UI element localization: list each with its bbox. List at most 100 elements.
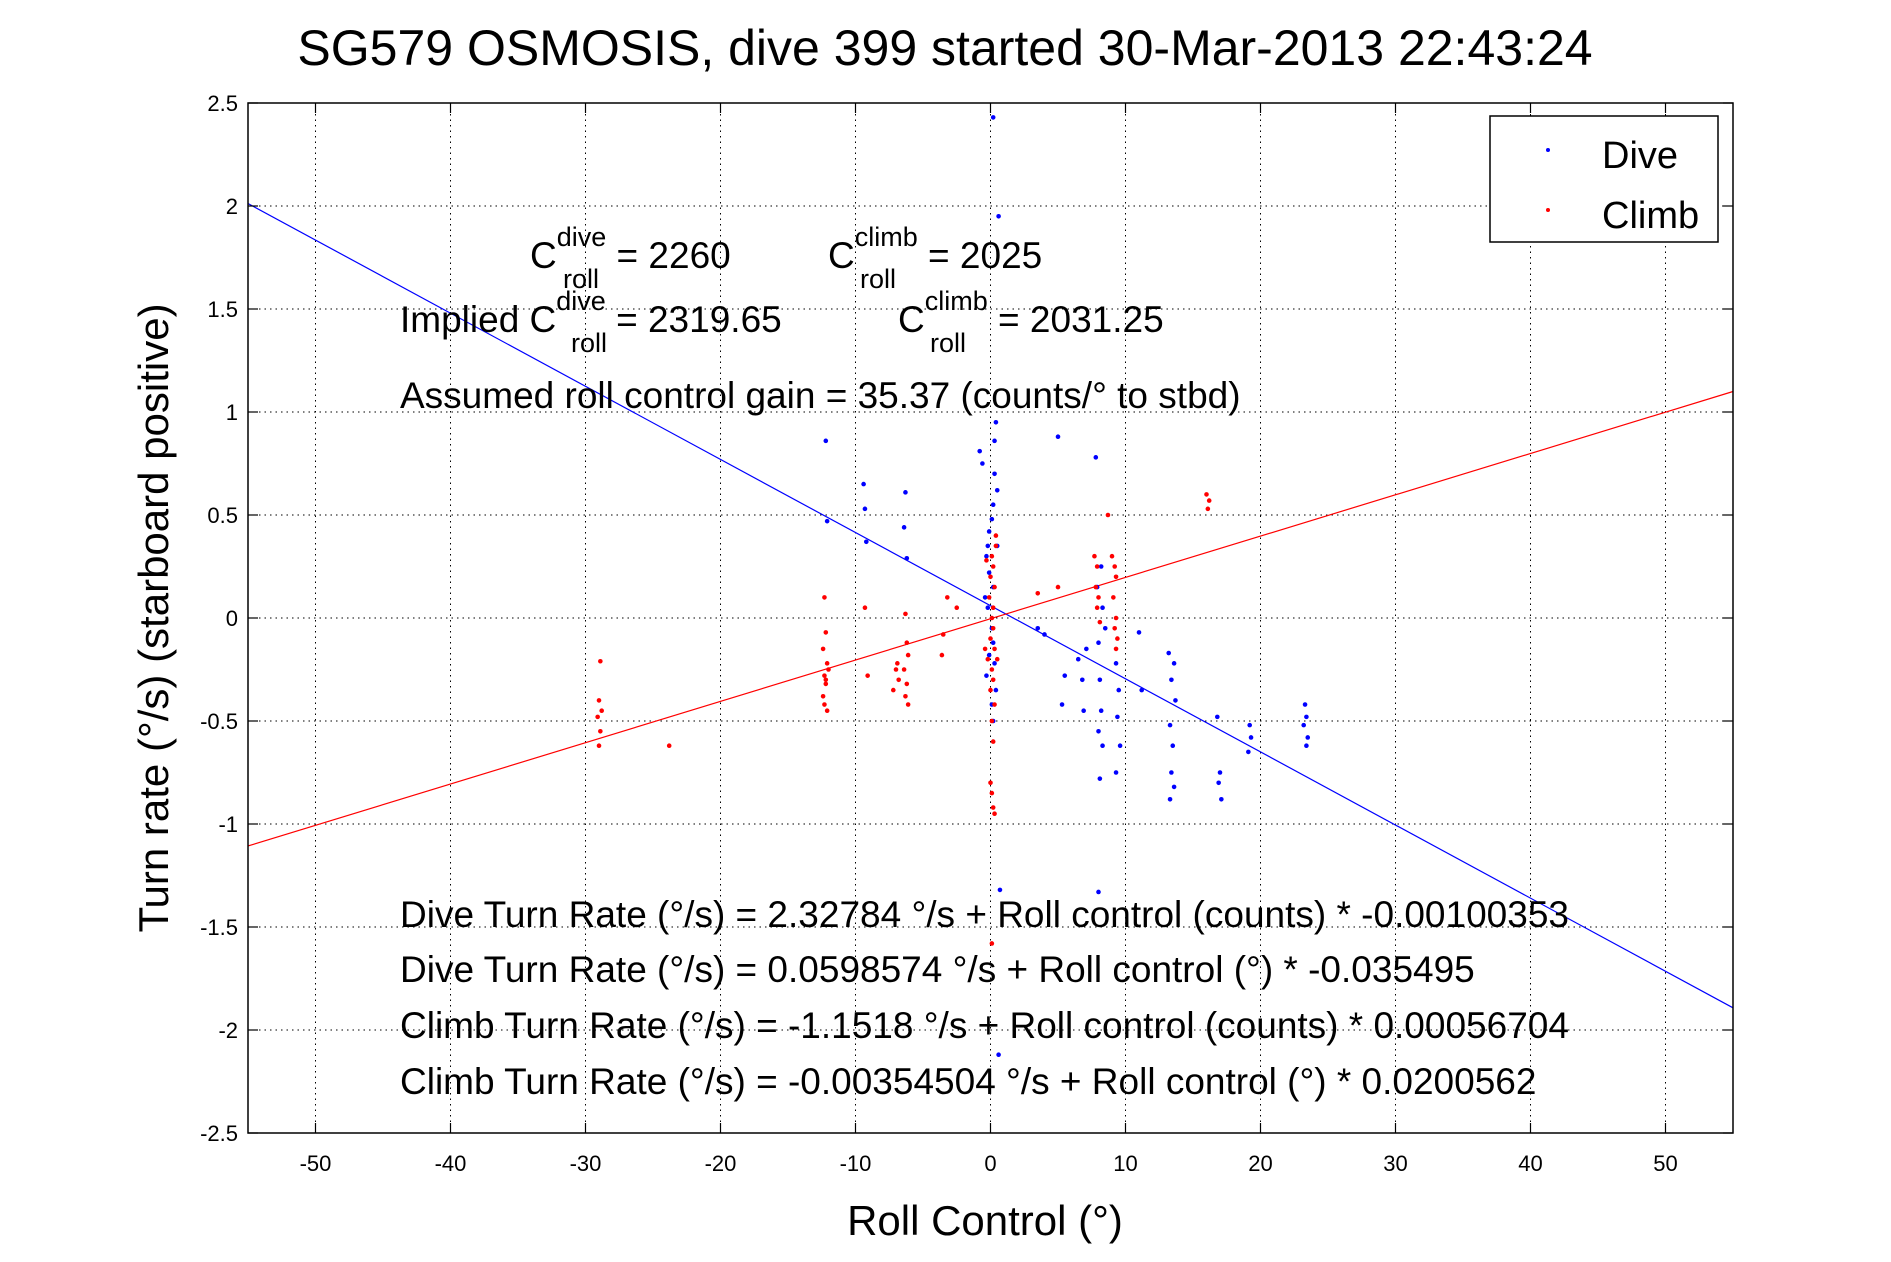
point-dive (1302, 702, 1308, 707)
point-dive (1248, 735, 1254, 740)
point-climb (824, 661, 830, 666)
point-dive (1059, 702, 1065, 707)
point-climb (989, 718, 995, 724)
point-climb (1055, 584, 1061, 590)
point-climb (982, 646, 988, 652)
point-climb (820, 646, 826, 652)
annotation-implied-climb: Cclimb = 2031.25 (898, 286, 1164, 340)
legend-label-climb: Climb (1602, 195, 1699, 237)
annotation-gain: Assumed roll control gain = 35.37 (count… (400, 375, 1241, 416)
x-tick-label: -30 (570, 1151, 602, 1176)
x-tick-label: -20 (705, 1151, 737, 1176)
point-dive (1217, 770, 1223, 775)
y-tick-label: -2 (218, 1018, 238, 1043)
point-climb (1115, 636, 1120, 641)
annotation-equation-2: Dive Turn Rate (°/s) = 0.0598574 °/s + R… (400, 949, 1475, 990)
point-climb (940, 632, 946, 637)
point-climb (990, 564, 996, 569)
point-climb (939, 652, 945, 658)
point-climb (903, 611, 908, 617)
point-dive (1055, 434, 1061, 440)
point-climb (905, 702, 911, 707)
point-dive (1305, 735, 1311, 740)
annotation-c-dive-sub: roll (563, 264, 599, 294)
point-climb (954, 605, 960, 610)
c-dive-value: = 2260 (606, 235, 730, 276)
annotation-equation-3: Climb Turn Rate (°/s) = -1.1518 °/s + Ro… (400, 1005, 1569, 1046)
point-climb (988, 636, 993, 641)
legend: Dive Climb (1489, 115, 1719, 243)
point-dive (993, 420, 999, 425)
annotation-implied-climb-sub: roll (930, 328, 966, 358)
x-tick-label: -10 (840, 1151, 872, 1176)
point-dive (1081, 708, 1086, 713)
y-tick-label: 1 (226, 400, 238, 425)
point-climb (823, 630, 829, 635)
point-dive (862, 506, 868, 512)
point-dive (1116, 687, 1122, 693)
point-dive (1096, 640, 1101, 646)
point-dive (1102, 626, 1108, 631)
point-climb (992, 702, 997, 707)
x-tick-label: 30 (1383, 1151, 1407, 1176)
point-dive (1075, 656, 1081, 662)
point-dive (864, 539, 869, 545)
point-climb (993, 543, 999, 549)
annotation-c-dive: Cdive = 2260 (530, 222, 731, 276)
point-climb (823, 677, 829, 683)
point-dive (1304, 743, 1309, 749)
annotations: Cdive = 2260 roll Cclimb = 2025 roll Imp… (400, 222, 1569, 1102)
point-dive (986, 652, 992, 658)
point-climb (986, 595, 992, 600)
point-climb (1092, 553, 1097, 559)
point-dive (985, 543, 991, 549)
point-dive (1097, 776, 1103, 781)
point-dive (1169, 770, 1174, 775)
point-dive (1171, 784, 1177, 790)
legend-label-dive: Dive (1602, 135, 1678, 177)
point-climb (598, 729, 603, 734)
x-tick-label: 20 (1248, 1151, 1272, 1176)
c-dive-prefix: C (530, 235, 557, 276)
point-climb (1113, 646, 1119, 652)
point-climb (824, 708, 830, 713)
chart-title: SG579 OSMOSIS, dive 399 started 30-Mar-2… (297, 20, 1592, 76)
point-climb (1111, 595, 1116, 600)
point-climb (1205, 506, 1211, 512)
x-tick-label: 10 (1113, 1151, 1137, 1176)
point-dive (1035, 626, 1041, 631)
point-dive (980, 461, 985, 466)
c-dive-sup: dive (557, 222, 607, 252)
point-dive (996, 1052, 1001, 1058)
legend-box (1489, 115, 1719, 243)
point-climb (988, 687, 993, 693)
point-dive (1098, 708, 1104, 713)
point-dive (1171, 661, 1177, 666)
point-dive (1219, 796, 1224, 802)
point-climb (989, 553, 995, 559)
point-climb (1096, 595, 1101, 600)
fit-line-dive (247, 202, 1734, 1009)
point-climb (989, 615, 995, 621)
annotation-equation-4: Climb Turn Rate (°/s) = -0.00354504 °/s … (400, 1061, 1536, 1102)
point-climb (599, 708, 604, 713)
point-dive (1100, 743, 1105, 749)
point-climb (1094, 564, 1100, 569)
point-dive (993, 687, 999, 693)
annotation-equation-1: Dive Turn Rate (°/s) = 2.32784 °/s + Rol… (400, 894, 1569, 935)
y-tick-label: -1 (218, 812, 238, 837)
point-dive (996, 214, 1001, 219)
x-tick-label: -50 (300, 1151, 332, 1176)
point-dive (1167, 722, 1173, 728)
point-dive (903, 490, 908, 495)
y-tick-label: 0 (226, 606, 238, 631)
point-dive (984, 553, 989, 559)
point-dive (1084, 646, 1089, 652)
axis-ticks: -50 -40 -30 -20 -10 0 10 20 30 40 50-2.5-2-1.5-1-0… (200, 91, 1733, 1176)
point-climb (988, 574, 993, 580)
point-dive (1113, 661, 1119, 666)
point-climb (901, 667, 907, 672)
point-dive (1304, 714, 1309, 720)
implied-dive-value: = 2319.65 (606, 299, 782, 340)
